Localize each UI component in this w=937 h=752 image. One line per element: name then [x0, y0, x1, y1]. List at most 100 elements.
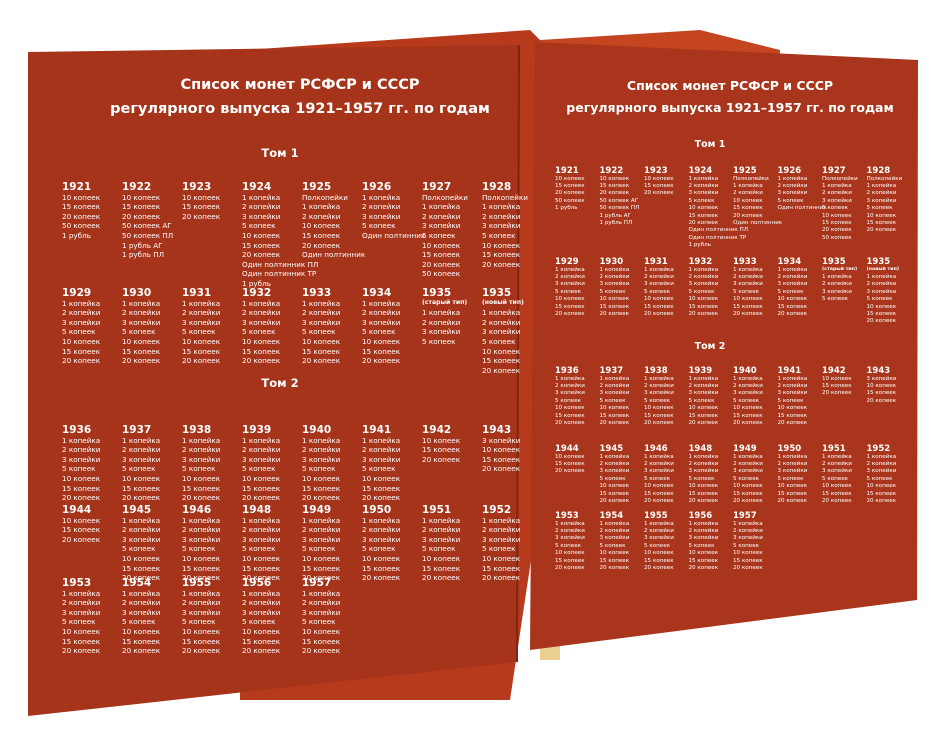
- coin-item: 2 копейки: [599, 273, 630, 280]
- coin-item: 2 копейки: [182, 525, 221, 535]
- coin-item: 15 копеек: [302, 230, 341, 240]
- coin-item: Один полтинник: [777, 205, 827, 212]
- coin-item: 5 копеек: [555, 397, 582, 404]
- coin-item: 10 копеек: [644, 550, 674, 557]
- coin-item: 15 копеек: [482, 454, 521, 464]
- coin-item: 5 копеек: [822, 205, 849, 212]
- coin-item: 1 копейка: [866, 273, 897, 280]
- coin-item: 15 копеек: [182, 202, 221, 212]
- coin-item: 1 копейка: [866, 453, 897, 460]
- year: 1926: [777, 166, 802, 176]
- year: 1932: [242, 287, 272, 299]
- coin-item: 1 рубль ПЛ: [122, 250, 165, 260]
- coin-item: 20 копеек: [555, 468, 585, 475]
- coin-item: 1 копейка: [302, 202, 341, 212]
- coin-item: 1 копейка: [733, 520, 763, 527]
- coin-item: 2 копейки: [422, 211, 461, 221]
- coin-item: 2 копейки: [733, 382, 763, 389]
- coin-item: 2 копейки: [866, 460, 897, 467]
- coin-item: 15 копеек: [122, 483, 161, 493]
- coin-item: 15 копеек: [62, 483, 101, 493]
- year: 1928: [866, 166, 891, 176]
- coin-item: 15 копеек: [555, 557, 585, 564]
- coin-item: 1 рубль: [688, 242, 712, 249]
- coin-item: 3 копейки: [733, 390, 763, 397]
- coin-item: 10 копеек: [302, 336, 341, 346]
- coin-item: 5 копеек: [302, 464, 336, 474]
- coin-item: 10 копеек: [242, 336, 281, 346]
- coin-item: 2 копейки: [644, 527, 674, 534]
- coin-item: 1 копейка: [242, 588, 281, 598]
- coin-item: 20 копеек: [242, 250, 281, 260]
- coin-item: 3 копейки: [302, 607, 341, 617]
- coin-item: 3 копейки: [599, 535, 630, 542]
- coin-item: 10 копеек: [242, 230, 281, 240]
- coin-item: 50 копеек АГ: [122, 221, 172, 231]
- coin-item: 1 копейка: [822, 453, 852, 460]
- year: 1930: [599, 257, 624, 267]
- coin-item: 3 копейки: [422, 327, 461, 337]
- coin-item: 5 копеек: [599, 288, 626, 295]
- year: 1924: [688, 166, 713, 176]
- coin-item: 10 копеек: [62, 515, 101, 525]
- coin-item: 1 копейка: [362, 192, 401, 202]
- year: 1937: [122, 424, 152, 436]
- year: 1955: [182, 577, 212, 589]
- coin-item: 2 копейки: [122, 308, 161, 318]
- year: 1946: [182, 504, 212, 516]
- coin-item: 3 копейки: [688, 281, 719, 288]
- coin-item: 3 копейки: [688, 190, 719, 197]
- coin-item: 10 копеек: [733, 405, 763, 412]
- coin-item: 10 копеек: [302, 473, 341, 483]
- coin-item: 3 копейки: [555, 281, 585, 288]
- coin-item: 2 копейки: [688, 182, 719, 189]
- coin-item: 5 копеек: [644, 542, 671, 549]
- coin-item: 1 копейка: [182, 588, 221, 598]
- coin-item: 1 копейка: [122, 435, 161, 445]
- coin-item: 1 копейка: [688, 520, 719, 527]
- coin-item: 15 копеек: [242, 563, 281, 573]
- coin-item: 20 копеек: [555, 310, 585, 317]
- coin-item: 10 копеек: [555, 550, 585, 557]
- coin-item: 1 рубль: [555, 205, 578, 212]
- coin-item: 1 копейка: [555, 520, 585, 527]
- volume-title: Том 2: [261, 376, 299, 390]
- coin-item: 10 копеек: [482, 445, 521, 455]
- coin-item: 10 копеек: [422, 240, 461, 250]
- coin-item: 5 копеек: [362, 327, 396, 337]
- year: 1923: [644, 166, 668, 176]
- coin-item: 2 копейки: [302, 598, 341, 608]
- coin-item: 3 копейки: [182, 534, 221, 544]
- coin-item: 1 рубль ПЛ: [599, 219, 633, 226]
- coin-item: Один полтинник: [302, 250, 366, 260]
- coin-item: 20 копеек: [644, 310, 674, 317]
- coin-item: 20 копеек: [422, 454, 461, 464]
- coin-item: 2 копейки: [733, 460, 763, 467]
- coin-item: 20 копеек: [182, 573, 221, 583]
- coin-item: 5 копеек: [422, 336, 456, 346]
- year-note: (старый тип): [422, 298, 468, 306]
- year: 1922: [122, 181, 152, 193]
- coin-item: 3 копейки: [555, 535, 585, 542]
- coin-item: 3 копейки: [362, 317, 401, 327]
- coin-item: 3 копейки: [362, 454, 401, 464]
- coin-item: 5 копеек: [688, 197, 715, 204]
- coin-item: 10 копеек: [555, 296, 585, 303]
- year: 1939: [688, 366, 713, 376]
- year-note: (новый тип): [866, 266, 900, 272]
- coin-item: 20 копеек: [733, 497, 763, 504]
- coin-item: 15 копеек: [599, 303, 630, 310]
- coin-item: 10 копеек: [182, 192, 221, 202]
- coin-item: 1 копейка: [688, 453, 719, 460]
- coin-item: 15 копеек: [599, 182, 630, 189]
- coin-item: 20 копеек: [482, 259, 521, 269]
- coin-item: 1 копейка: [599, 453, 630, 460]
- coin-item: 15 копеек: [733, 205, 763, 212]
- coin-item: 20 копеек: [302, 646, 341, 656]
- year: 1941: [777, 366, 802, 376]
- coin-item: 20 копеек: [599, 497, 630, 504]
- coin-item: 2 копейки: [822, 281, 852, 288]
- coin-item: 20 копеек: [599, 564, 630, 571]
- coin-item: 10 копеек: [362, 336, 401, 346]
- coin-item: 15 копеек: [644, 412, 674, 419]
